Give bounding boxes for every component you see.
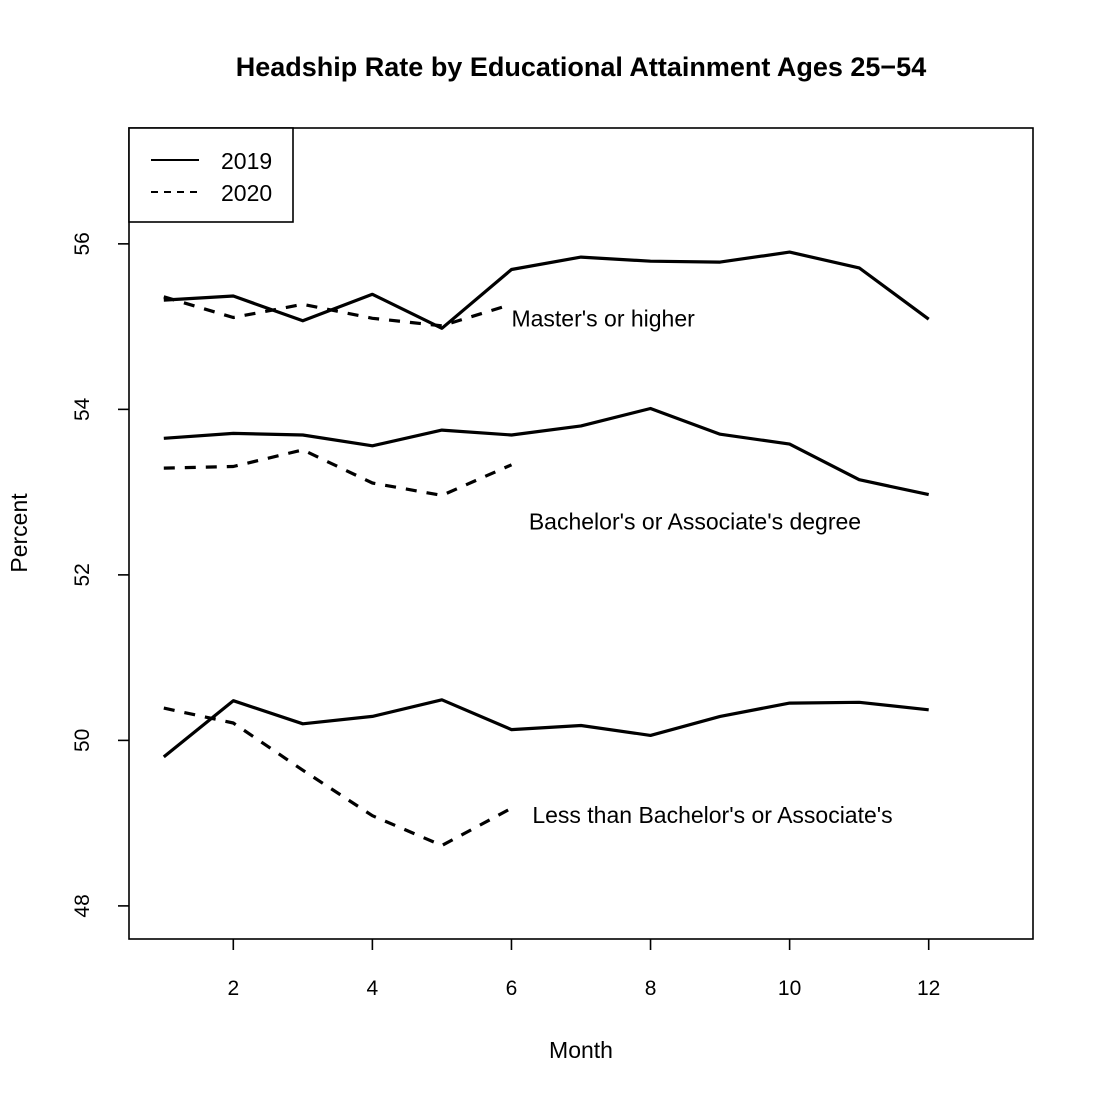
annotation-bachelor-s-or-associate-s-degree: Bachelor's or Associate's degree — [529, 508, 861, 534]
annotation-master-s-or-higher: Master's or higher — [511, 306, 695, 332]
x-tick-label: 4 — [367, 977, 379, 1000]
x-tick-label: 6 — [506, 977, 518, 1000]
chart-title: Headship Rate by Educational Attainment … — [236, 52, 926, 82]
legend-box — [128, 127, 294, 223]
y-tick-label: 54 — [71, 397, 94, 421]
x-axis-title: Month — [549, 1037, 613, 1063]
series-bachelor-s-or-associate-s-degree-2020 — [163, 448, 513, 497]
series-less-than-bachelor-s-or-associate-s-2019 — [162, 698, 929, 759]
y-axis: 48 50 52 54 56 — [71, 232, 129, 918]
x-axis: 2 4 6 8 10 12 — [227, 939, 940, 1000]
series-less-than-bachelor-s-or-associate-s-2020 — [163, 706, 513, 848]
annotation-layer: Master's or higher Bachelor's or Associat… — [511, 306, 892, 829]
x-tick-label: 8 — [645, 977, 657, 1000]
series-bachelor-s-or-associate-s-degree-2019 — [163, 406, 930, 497]
series-master-s-or-higher-2019 — [163, 250, 930, 330]
y-axis-title: Percent — [6, 493, 32, 573]
y-tick-label: 48 — [71, 894, 94, 917]
series-master-s-or-higher-2020 — [163, 295, 512, 328]
legend: 2019 2020 — [128, 127, 294, 223]
series-layer — [162, 250, 930, 848]
x-tick-label: 10 — [778, 977, 801, 1000]
annotation-less-than-bachelor-s-or-associate-s: Less than Bachelor's or Associate's — [532, 802, 892, 828]
y-tick-label: 52 — [71, 563, 94, 586]
x-tick-label: 2 — [227, 977, 239, 1000]
y-tick-label: 50 — [71, 729, 94, 752]
y-tick-label: 56 — [71, 232, 94, 255]
plot-frame — [128, 127, 1034, 940]
legend-label-2019: 2019 — [221, 148, 272, 174]
x-tick-label: 12 — [917, 977, 940, 1000]
legend-label-2020: 2020 — [221, 180, 272, 206]
